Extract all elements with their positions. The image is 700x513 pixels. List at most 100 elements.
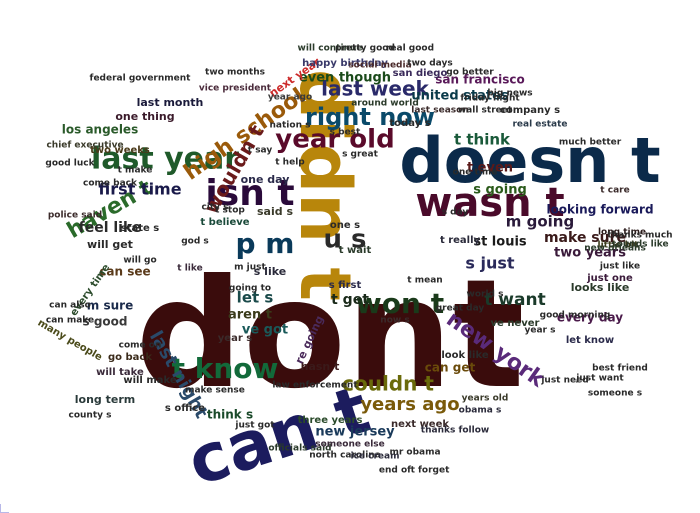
word-cloud-word: chief executive [46,141,123,151]
word-cloud-word: s office [165,403,205,414]
word-cloud-word: north carolina [309,451,381,461]
word-cloud-word: someone s [588,389,642,399]
word-cloud-word: two years [554,246,626,261]
word-cloud-word: m sure [87,299,133,313]
word-cloud-word: long term [75,393,135,406]
word-cloud-word: can also [49,301,91,311]
word-cloud-word: federal government [90,74,192,84]
word-cloud-word: ve never [491,318,540,329]
word-cloud-word: just like [599,262,640,272]
word-cloud-word: p m [236,227,295,260]
word-cloud-word: s like [254,265,286,278]
word-cloud-word: county s [69,411,112,421]
word-cloud-word: new orleans [584,244,646,254]
word-cloud-word: two days [407,59,452,69]
word-cloud-word: years ago [360,394,459,415]
word-cloud-word: t even [467,161,513,176]
word-cloud-word: will continue [298,44,363,54]
word-cloud-word: t get [331,292,369,308]
word-cloud-word: isn t [205,173,294,214]
word-cloud-word: last month [137,96,204,109]
word-cloud-word: year s [525,326,556,336]
word-cloud-word: happy birthday [302,58,388,69]
word-cloud-word: t care [600,186,629,196]
word-cloud-word: god s [181,237,209,247]
word-cloud-word: great day [436,304,485,314]
word-cloud-word: three years [298,415,363,426]
word-cloud-word: t believe [200,217,249,228]
word-cloud-word: m going [506,213,574,231]
word-cloud-word: make sure [544,230,626,246]
word-cloud-word: let know [566,335,614,346]
selection-corner-mark [0,504,9,513]
word-cloud-word: little bit [598,241,640,251]
word-cloud-word: look like [441,350,489,361]
word-cloud-word: aren t [228,308,272,323]
word-cloud-word: new jersey [315,425,395,440]
word-cloud-word: hasn t [301,360,340,373]
word-cloud-word: pretty good [335,44,395,54]
word-cloud-word: year old [275,125,394,155]
word-cloud-word: right now [305,103,435,131]
word-cloud-word: good morning [540,311,611,321]
word-cloud-word: much better [559,138,622,148]
word-cloud-word: wall street [458,106,513,116]
word-cloud-word: mr obama [389,448,440,458]
word-cloud-word: now s [380,316,409,326]
word-cloud-word: t like [177,264,202,274]
word-cloud-word: around world [351,99,419,109]
word-cloud-word: last week [321,77,429,101]
word-cloud-word: los angeles [62,123,138,137]
word-cloud-word: thanks follow [421,426,489,436]
word-cloud-word: one thing [115,110,174,123]
word-cloud-word: even though [299,71,391,86]
word-cloud-word: best friend [592,364,648,374]
word-cloud-word: someone else [315,440,385,450]
word-cloud-word: first time [98,180,181,199]
word-cloud-word: officials said [268,444,331,454]
word-cloud-word: going to [229,284,271,294]
word-cloud-word: just got [234,421,275,431]
word-cloud-word: will get [87,238,133,251]
word-cloud-word: come back [83,179,138,189]
word-cloud-word: today s [389,118,430,129]
word-cloud-word: long time [598,228,646,238]
word-cloud-word: world s [467,290,504,300]
word-cloud-word: t forget [411,466,451,476]
word-cloud-word: can see [99,265,150,279]
word-cloud-word: friday night [460,94,520,104]
word-cloud-word: next week [391,419,449,430]
word-cloud-word: real estate [512,120,567,130]
word-cloud-word: nation s [270,121,311,131]
word-cloud-word: t make [118,166,153,176]
word-cloud-word: doesn t [399,124,660,197]
word-cloud-word: one day [241,173,290,186]
word-cloud-word: think s [207,408,253,422]
word-cloud-word: every day [557,311,623,325]
word-cloud-word: can get [425,361,476,375]
word-cloud-word: san diego [393,68,448,79]
word-cloud-word: t wait [339,245,372,256]
word-cloud-word: last season [411,106,468,116]
word-cloud-word: year s [218,333,252,344]
word-cloud-word: s just [465,254,514,273]
word-cloud-word: obama s [459,406,502,416]
word-cloud-word: t help [275,158,305,168]
word-cloud-word: t stop [215,206,245,216]
word-cloud-word: sounds like [611,240,668,250]
word-cloud-word: st louis [473,235,527,250]
word-cloud-word: thanks much [607,231,672,241]
word-cloud-word: feel like [79,220,142,236]
word-cloud-word: looks like [571,281,630,294]
word-cloud-word: s going [473,183,527,198]
word-cloud-word: just one [586,273,633,284]
word-cloud-word: s great [342,150,379,160]
word-cloud-word: make sense [185,386,245,396]
word-cloud-word: s good [83,315,128,329]
word-cloud-word: can make [46,316,94,326]
word-cloud-word: just need [540,376,588,386]
word-cloud-word: one s [330,220,360,231]
word-cloud-word: go better [446,68,494,78]
word-cloud-word: t want [484,290,545,310]
